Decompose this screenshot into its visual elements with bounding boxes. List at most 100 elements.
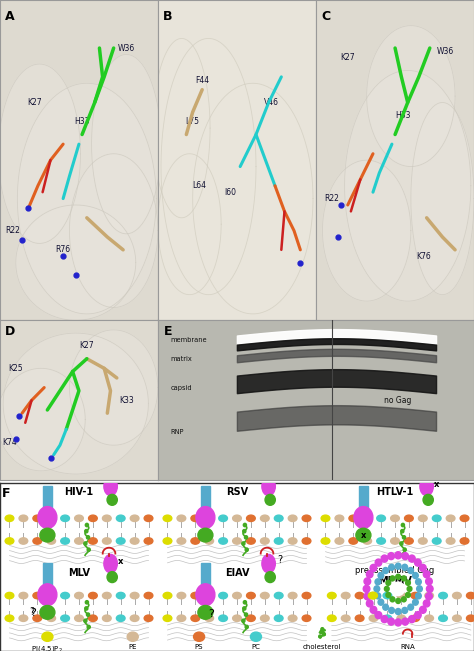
Circle shape xyxy=(243,601,246,604)
Text: x: x xyxy=(433,480,439,489)
Text: L64: L64 xyxy=(192,181,206,190)
Ellipse shape xyxy=(321,538,330,544)
Bar xyxy=(43,563,52,590)
Circle shape xyxy=(245,548,248,551)
Ellipse shape xyxy=(341,615,350,622)
Ellipse shape xyxy=(416,579,421,585)
Ellipse shape xyxy=(438,592,447,599)
Ellipse shape xyxy=(395,609,401,615)
Ellipse shape xyxy=(61,515,69,521)
Ellipse shape xyxy=(390,597,395,602)
Ellipse shape xyxy=(412,599,418,605)
Ellipse shape xyxy=(198,528,213,542)
Ellipse shape xyxy=(383,604,389,610)
Ellipse shape xyxy=(130,538,139,544)
Ellipse shape xyxy=(396,574,401,579)
Ellipse shape xyxy=(33,538,42,544)
Ellipse shape xyxy=(389,607,394,613)
Circle shape xyxy=(243,523,246,527)
Ellipse shape xyxy=(261,615,269,622)
Polygon shape xyxy=(192,83,313,314)
Ellipse shape xyxy=(374,586,380,592)
Polygon shape xyxy=(3,333,148,474)
Ellipse shape xyxy=(381,555,388,562)
Ellipse shape xyxy=(144,615,153,622)
Ellipse shape xyxy=(378,599,384,605)
Ellipse shape xyxy=(401,576,406,581)
Text: PE: PE xyxy=(128,644,137,650)
Ellipse shape xyxy=(19,538,27,544)
Circle shape xyxy=(243,529,246,533)
Text: H33: H33 xyxy=(74,117,90,126)
Ellipse shape xyxy=(466,592,474,599)
Text: PS: PS xyxy=(195,644,203,650)
Ellipse shape xyxy=(274,615,283,622)
Text: K25: K25 xyxy=(9,364,23,373)
Ellipse shape xyxy=(366,571,373,578)
Ellipse shape xyxy=(416,593,421,599)
Ellipse shape xyxy=(395,552,401,559)
Ellipse shape xyxy=(411,592,419,599)
Ellipse shape xyxy=(423,571,430,578)
Circle shape xyxy=(400,542,403,546)
Ellipse shape xyxy=(38,506,57,529)
Ellipse shape xyxy=(19,515,27,521)
Ellipse shape xyxy=(102,515,111,521)
Ellipse shape xyxy=(47,615,55,622)
Ellipse shape xyxy=(409,616,415,622)
Ellipse shape xyxy=(366,600,373,607)
Ellipse shape xyxy=(426,578,432,585)
Text: K76: K76 xyxy=(416,252,431,261)
Ellipse shape xyxy=(191,515,200,521)
Ellipse shape xyxy=(446,538,455,544)
Text: E: E xyxy=(164,325,173,338)
Ellipse shape xyxy=(117,615,125,622)
Polygon shape xyxy=(367,25,455,167)
Ellipse shape xyxy=(321,515,330,521)
Text: cholesterol: cholesterol xyxy=(303,644,342,650)
Ellipse shape xyxy=(302,615,311,622)
Ellipse shape xyxy=(395,619,401,626)
Ellipse shape xyxy=(274,538,283,544)
Circle shape xyxy=(319,635,321,638)
Ellipse shape xyxy=(363,538,372,544)
Circle shape xyxy=(85,523,89,527)
Ellipse shape xyxy=(390,576,395,581)
Ellipse shape xyxy=(356,528,371,542)
Ellipse shape xyxy=(426,593,432,600)
Ellipse shape xyxy=(144,515,153,521)
Ellipse shape xyxy=(415,559,421,566)
Ellipse shape xyxy=(102,592,111,599)
Ellipse shape xyxy=(423,600,430,607)
Ellipse shape xyxy=(191,615,200,622)
Ellipse shape xyxy=(104,477,117,495)
Ellipse shape xyxy=(233,538,241,544)
Ellipse shape xyxy=(102,538,111,544)
Ellipse shape xyxy=(219,615,228,622)
Ellipse shape xyxy=(205,592,213,599)
Text: ?: ? xyxy=(29,607,34,617)
Text: capsid: capsid xyxy=(171,385,192,391)
Circle shape xyxy=(85,529,88,533)
Ellipse shape xyxy=(302,538,311,544)
Ellipse shape xyxy=(419,564,426,572)
Text: RSV: RSV xyxy=(226,487,248,497)
Polygon shape xyxy=(158,154,221,295)
Circle shape xyxy=(84,619,87,622)
Ellipse shape xyxy=(5,592,14,599)
Ellipse shape xyxy=(40,605,55,619)
Ellipse shape xyxy=(406,580,410,585)
Ellipse shape xyxy=(246,615,255,622)
Ellipse shape xyxy=(127,632,138,641)
Text: L75: L75 xyxy=(186,117,200,126)
Ellipse shape xyxy=(356,592,364,599)
Ellipse shape xyxy=(196,506,215,529)
Bar xyxy=(359,486,368,512)
Text: F: F xyxy=(2,487,11,500)
Ellipse shape xyxy=(262,477,275,495)
Text: ?: ? xyxy=(209,609,214,619)
Ellipse shape xyxy=(368,592,377,599)
Ellipse shape xyxy=(47,515,55,521)
Ellipse shape xyxy=(378,572,384,579)
Text: K33: K33 xyxy=(119,396,134,405)
